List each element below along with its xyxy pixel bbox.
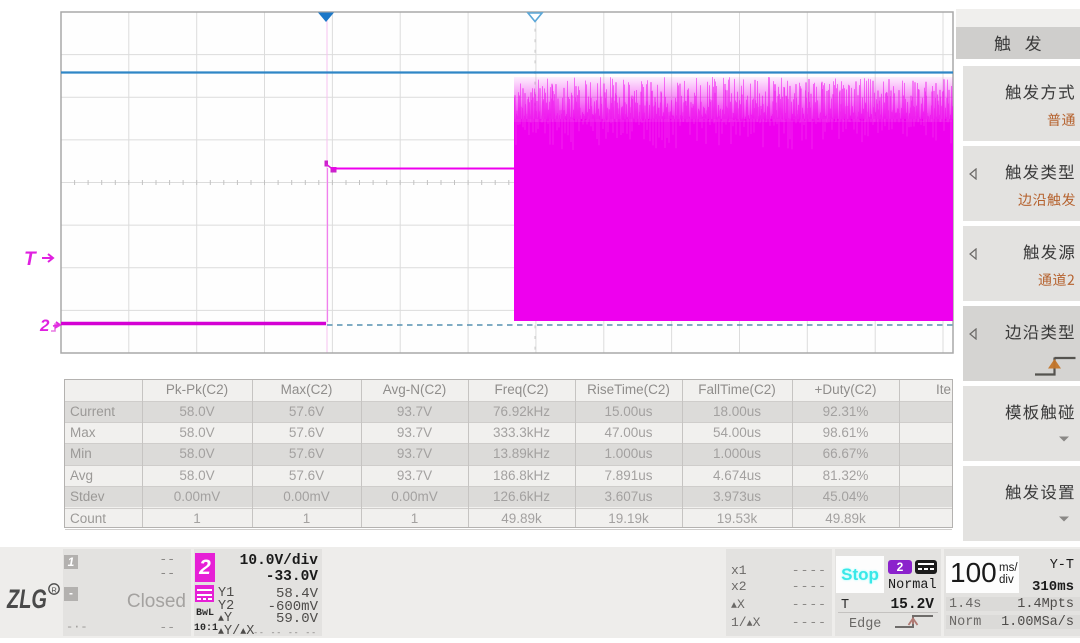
svg-text:2: 2: [39, 316, 50, 335]
svg-text:T: T: [24, 249, 37, 270]
svg-text:ZLG: ZLG: [6, 584, 47, 614]
svg-text:R: R: [51, 585, 57, 594]
